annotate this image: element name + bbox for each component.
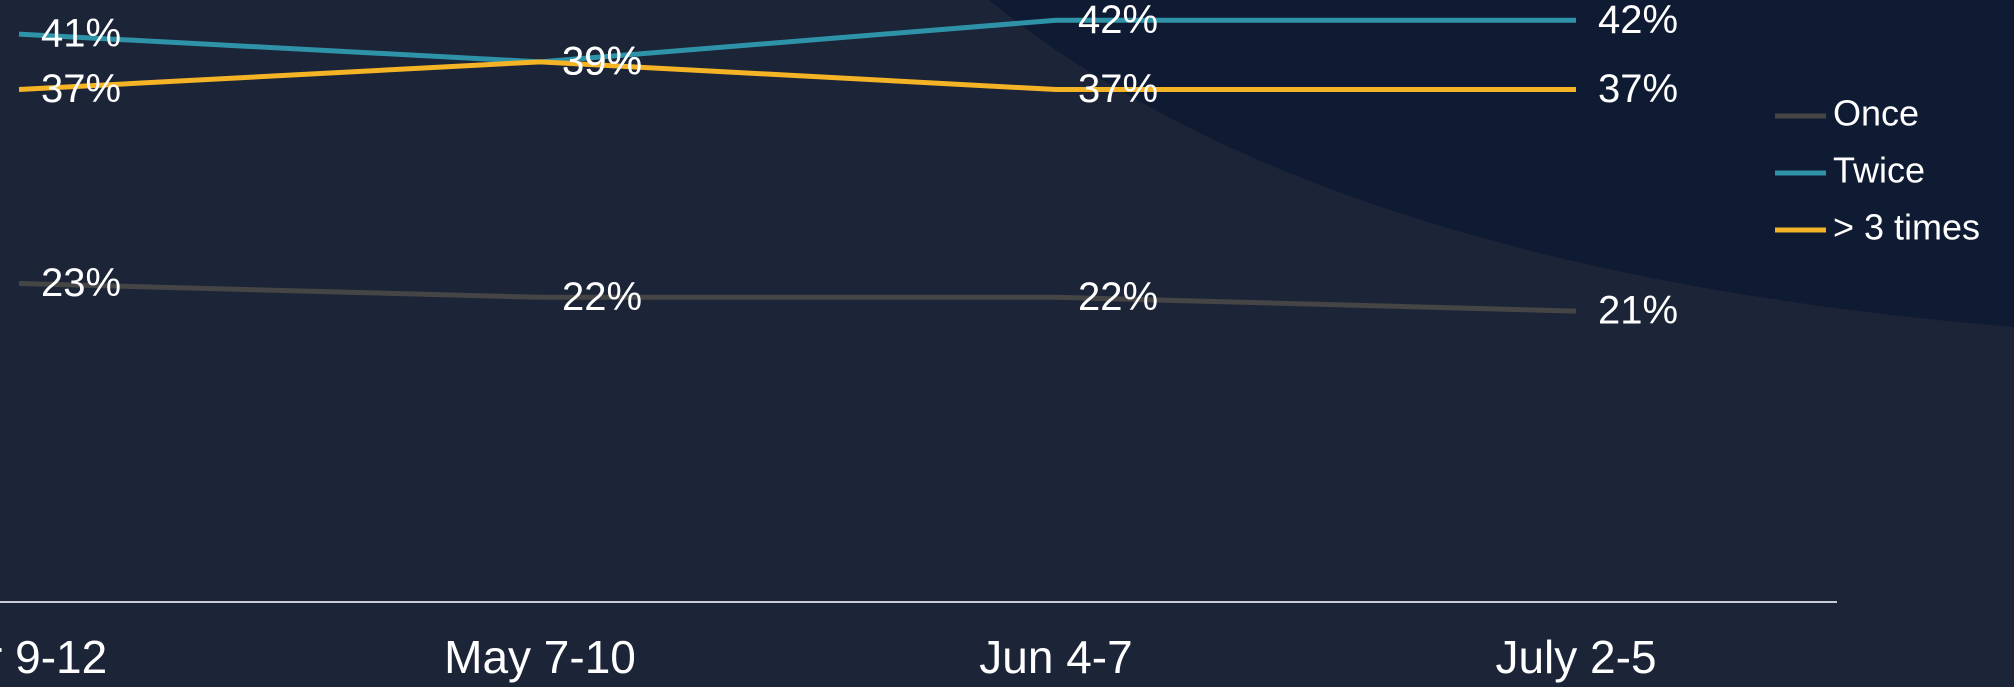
background-shape [989, 0, 2014, 327]
data-label: 37% [1598, 67, 1678, 111]
data-label: 39% [562, 39, 642, 83]
x-tick-label: May 7-10 [444, 631, 636, 683]
x-tick-label: Apr 9-12 [0, 631, 107, 683]
data-label: 22% [1078, 275, 1158, 319]
data-label: 37% [1078, 67, 1158, 111]
series-line [18, 59, 1576, 93]
data-label: 41% [41, 12, 121, 56]
data-label: 42% [1598, 0, 1678, 42]
legend-label: Twice [1833, 150, 1925, 191]
data-label: 23% [41, 261, 121, 305]
data-label: 21% [1598, 289, 1678, 333]
x-tick-label: Jun 4-7 [979, 631, 1132, 683]
series-line [18, 17, 1576, 65]
data-label: 39% [562, 39, 642, 83]
data-label: 42% [1078, 0, 1158, 42]
series-line [18, 280, 1577, 314]
legend-label: > 3 times [1833, 207, 1980, 248]
x-tick-label: July 2-5 [1495, 631, 1656, 683]
data-label: 22% [562, 275, 642, 319]
legend-label: Once [1833, 93, 1919, 134]
data-label: 37% [41, 67, 121, 111]
